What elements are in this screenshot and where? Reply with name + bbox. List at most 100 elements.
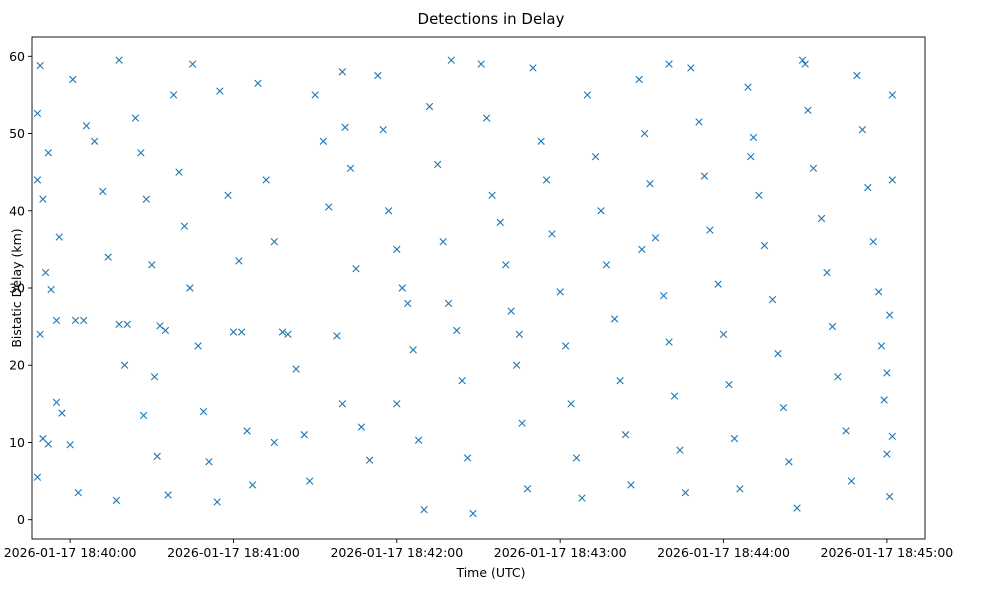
y-tick-label: 40 (9, 203, 25, 218)
data-point (333, 332, 341, 340)
data-point (52, 398, 61, 406)
data-points (33, 56, 897, 518)
data-point (469, 509, 477, 518)
data-point (199, 407, 208, 416)
data-point (142, 195, 151, 203)
data-point (69, 75, 77, 84)
data-point (869, 237, 877, 246)
data-point (877, 342, 886, 350)
x-axis-label: Time (UTC) (455, 565, 525, 580)
data-point (515, 330, 524, 339)
data-point (66, 441, 74, 449)
data-point (161, 326, 170, 335)
data-point (875, 288, 883, 296)
data-point (888, 91, 897, 99)
y-tick-label: 20 (9, 358, 25, 373)
data-point (747, 153, 755, 161)
y-tick-label: 30 (9, 281, 25, 296)
data-point (131, 114, 140, 122)
data-point (71, 316, 80, 325)
y-tick-label: 10 (9, 435, 25, 450)
data-point (681, 488, 690, 497)
data-point (379, 125, 387, 134)
data-point (409, 346, 417, 354)
data-point (169, 91, 178, 99)
data-point (518, 419, 526, 427)
y-axis-ticks: 0 10 20 30 40 50 60 (9, 49, 32, 527)
data-point (325, 203, 333, 211)
data-point (33, 109, 42, 118)
data-point (842, 427, 850, 435)
data-point (834, 373, 842, 381)
data-point (858, 125, 867, 134)
data-point (809, 164, 818, 172)
data-point (444, 299, 453, 308)
y-tick-label: 60 (9, 49, 25, 64)
data-point (112, 496, 121, 505)
data-point (205, 458, 213, 466)
data-point (768, 295, 777, 304)
data-point (523, 485, 532, 493)
data-point (47, 285, 55, 294)
data-point (398, 284, 406, 292)
data-point (749, 133, 758, 142)
data-point (90, 137, 99, 145)
data-point (755, 191, 763, 200)
data-point (420, 505, 428, 514)
x-tick-label: 2026-01-17 18:40:00 (4, 545, 137, 560)
data-point (496, 218, 504, 227)
data-point (374, 71, 382, 80)
data-point (801, 60, 809, 68)
data-point (477, 60, 485, 68)
data-point (507, 307, 515, 315)
data-point (529, 64, 537, 72)
data-point (880, 396, 888, 404)
data-point (706, 226, 714, 234)
data-point (52, 316, 61, 325)
data-point (175, 168, 183, 176)
data-point (719, 330, 728, 339)
data-point (676, 446, 684, 454)
data-point (537, 137, 545, 145)
data-point (115, 320, 123, 328)
data-point (572, 454, 581, 462)
data-point (311, 91, 319, 99)
data-point (883, 450, 891, 458)
data-point (610, 315, 619, 323)
data-point (306, 477, 314, 485)
data-point (885, 311, 894, 319)
data-point (58, 409, 66, 417)
data-point (621, 431, 630, 439)
data-point (583, 91, 592, 99)
data-point (338, 68, 347, 76)
data-point (433, 160, 442, 169)
data-point (300, 431, 308, 439)
x-tick-label: 2026-01-17 18:44:00 (657, 545, 790, 560)
data-point (665, 60, 673, 68)
data-point (393, 245, 401, 254)
data-point (659, 292, 668, 300)
data-point (804, 106, 812, 115)
data-point (714, 280, 722, 288)
data-point (651, 234, 660, 242)
data-point (393, 400, 401, 408)
data-point (447, 56, 455, 64)
data-point (237, 328, 246, 336)
data-point (439, 237, 447, 246)
data-point (591, 153, 600, 161)
data-point (828, 322, 837, 331)
data-point (864, 183, 872, 192)
data-point (798, 56, 807, 64)
y-tick-label: 0 (17, 512, 25, 527)
data-point (638, 245, 646, 254)
data-point (104, 253, 112, 261)
data-point (687, 64, 695, 72)
data-point (346, 164, 355, 172)
data-point (44, 440, 53, 448)
data-point (74, 488, 82, 497)
y-axis-label: Bistatic Delay (km) (9, 228, 24, 347)
data-point (736, 485, 744, 493)
data-point (262, 176, 270, 184)
